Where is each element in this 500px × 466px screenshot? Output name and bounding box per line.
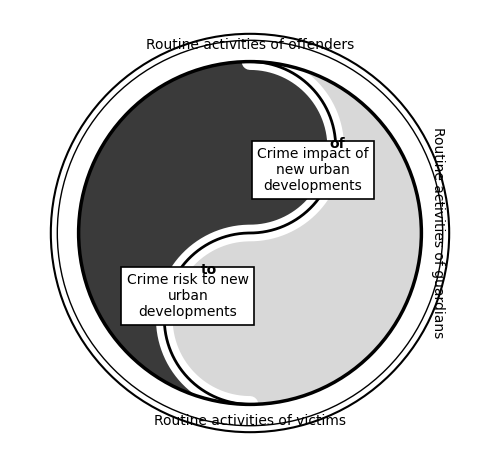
Circle shape (164, 233, 336, 404)
Text: to: to (202, 263, 218, 277)
Text: Crime risk to new
urban
developments: Crime risk to new urban developments (127, 273, 249, 319)
Text: Routine activities of offenders: Routine activities of offenders (146, 39, 354, 53)
Circle shape (164, 62, 336, 233)
Polygon shape (78, 62, 250, 404)
Circle shape (78, 62, 422, 404)
Text: Routine activities of victims: Routine activities of victims (154, 413, 346, 427)
Text: of: of (329, 137, 345, 151)
Text: Routine activities of guardians: Routine activities of guardians (430, 127, 444, 339)
Text: Crime impact of
new urban
developments: Crime impact of new urban developments (257, 147, 369, 193)
